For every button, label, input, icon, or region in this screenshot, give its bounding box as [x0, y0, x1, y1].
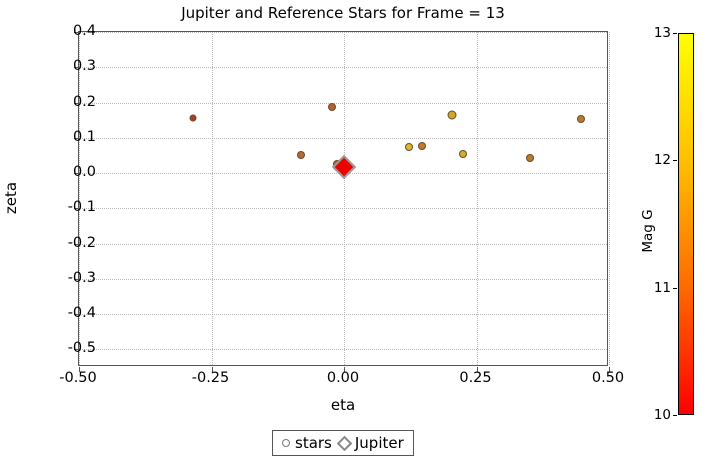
- plot-area: [74, 31, 610, 372]
- colorbar-tick-label: 13: [653, 25, 671, 41]
- legend-item-stars[interactable]: stars: [282, 434, 332, 452]
- gridline-horizontal: [79, 278, 607, 280]
- data-point-star: [296, 151, 305, 160]
- y-tick: [74, 278, 79, 280]
- data-point-star: [577, 115, 586, 124]
- y-tick: [74, 67, 79, 69]
- y-tick-label: -0.1: [67, 199, 96, 216]
- x-tick-label: 0.25: [459, 370, 492, 386]
- y-tick-label: -0.3: [67, 269, 96, 286]
- diamond-marker-icon: [336, 435, 353, 451]
- y-tick: [74, 32, 79, 33]
- data-point-star: [404, 143, 413, 152]
- gridline-vertical: [609, 32, 610, 365]
- y-axis-title: zeta: [2, 181, 20, 215]
- colorbar-tick: [673, 160, 677, 162]
- gridline-horizontal: [79, 67, 607, 69]
- y-tick-label: 0.4: [72, 23, 96, 39]
- gridline-vertical: [211, 32, 213, 365]
- gridline-horizontal: [79, 137, 607, 139]
- gridline-horizontal: [79, 314, 607, 316]
- colorbar-title: Mag G: [640, 209, 656, 253]
- gridline-horizontal: [79, 102, 607, 104]
- colorbar-tick-label: 10: [653, 407, 671, 423]
- x-tick: [609, 367, 610, 372]
- data-point-star: [458, 149, 467, 158]
- x-tick-label: -0.50: [59, 370, 97, 386]
- gridline-horizontal: [79, 32, 607, 33]
- gridline-vertical: [476, 32, 478, 365]
- colorbar-tick: [673, 415, 677, 416]
- y-tick-label: 0.0: [72, 164, 96, 181]
- x-tick-label: 0.50: [591, 370, 625, 386]
- data-point-star: [447, 110, 457, 120]
- y-tick-label: -0.5: [67, 340, 96, 357]
- y-tick: [74, 349, 79, 351]
- y-tick-label: 0.3: [72, 58, 96, 75]
- legend-item-jupiter[interactable]: Jupiter: [336, 434, 404, 452]
- gridline-horizontal: [79, 208, 607, 210]
- x-tick: [79, 367, 80, 372]
- data-point-jupiter: [331, 154, 357, 179]
- legend-label-stars: stars: [295, 434, 332, 452]
- circle-marker-icon: [282, 439, 290, 447]
- y-tick: [74, 314, 79, 316]
- x-tick-label: -0.25: [191, 370, 230, 386]
- y-tick-label: -0.2: [67, 234, 96, 251]
- legend-label-jupiter: Jupiter: [354, 434, 404, 452]
- gridline-horizontal: [79, 349, 607, 351]
- data-point-star: [525, 153, 534, 162]
- y-tick-label: 0.2: [72, 93, 96, 110]
- y-tick: [74, 173, 79, 175]
- x-axis-title: eta: [330, 396, 356, 414]
- y-tick: [74, 137, 79, 139]
- data-point-star: [328, 103, 337, 112]
- gridline-vertical: [79, 32, 80, 365]
- colorbar-tick-label: 12: [653, 152, 671, 169]
- data-point-star: [189, 114, 197, 122]
- y-tick: [74, 102, 79, 104]
- colorbar-tick-label: 11: [653, 279, 671, 296]
- gridline-horizontal: [79, 243, 607, 245]
- y-tick-label: 0.1: [72, 128, 96, 145]
- x-tick: [344, 367, 345, 372]
- y-tick: [74, 243, 79, 245]
- gridline-vertical: [344, 32, 345, 365]
- colorbar-gradient: [678, 33, 694, 415]
- x-tick: [476, 367, 478, 372]
- y-tick: [74, 208, 79, 210]
- x-tick: [211, 367, 213, 372]
- colorbar-tick: [673, 287, 677, 289]
- y-tick-label: -0.4: [67, 305, 96, 322]
- colorbar-tick: [673, 33, 677, 34]
- x-tick-label: 0.00: [326, 370, 360, 386]
- data-point-star: [417, 141, 426, 150]
- chart-title: Jupiter and Reference Stars for Frame = …: [181, 4, 505, 22]
- legend: stars Jupiter: [272, 430, 414, 456]
